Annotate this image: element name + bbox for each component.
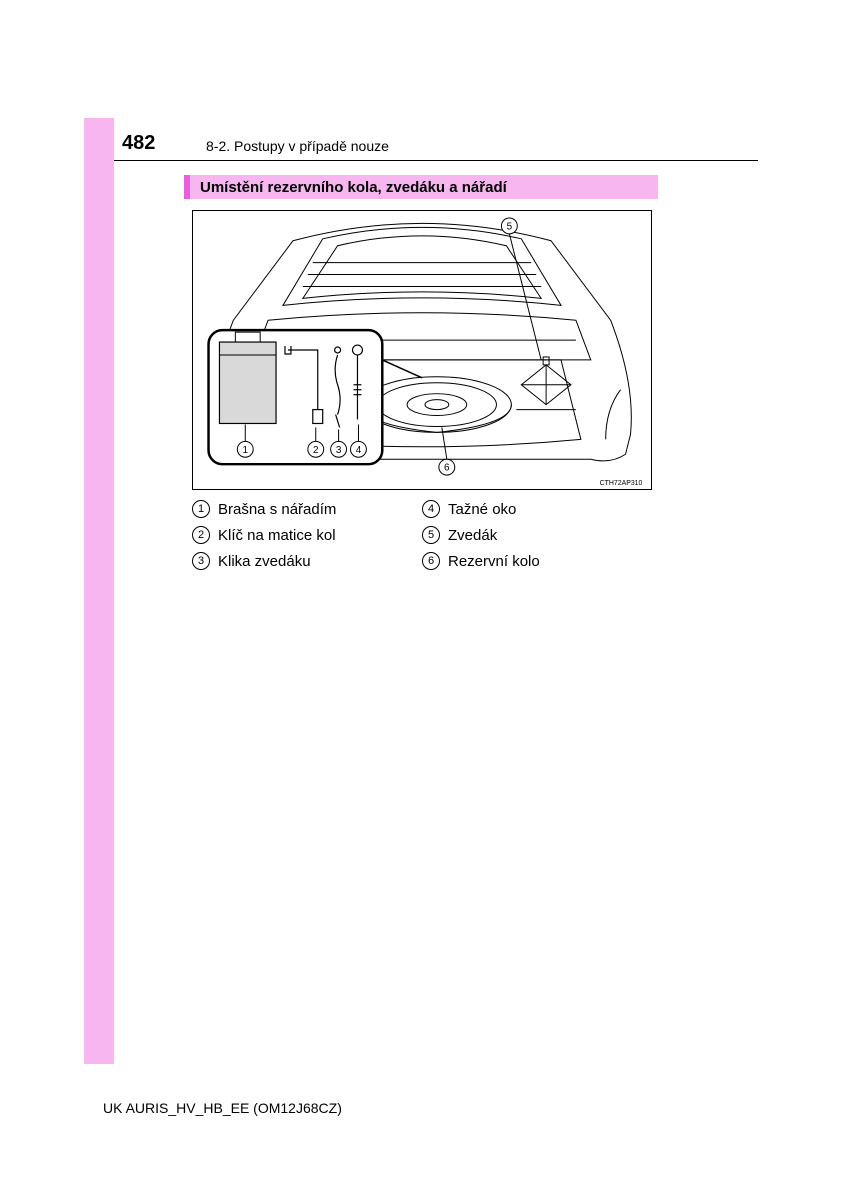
legend-num-icon: 1 xyxy=(192,500,210,518)
legend-label: Rezervní kolo xyxy=(448,553,540,570)
sidebar-accent-bar xyxy=(84,118,114,1064)
legend-item: 1 Brašna s nářadím xyxy=(192,500,422,518)
svg-text:1: 1 xyxy=(243,445,249,456)
diagram-svg: 1 2 3 4 5 6 CTH72AP310 xyxy=(193,211,651,489)
svg-text:2: 2 xyxy=(313,445,319,456)
svg-text:6: 6 xyxy=(444,463,450,474)
legend-num-icon: 3 xyxy=(192,552,210,570)
svg-text:4: 4 xyxy=(356,445,362,456)
diagram-frame: 1 2 3 4 5 6 CTH72AP310 xyxy=(192,210,652,490)
footer-code: UK AURIS_HV_HB_EE (OM12J68CZ) xyxy=(103,1100,342,1116)
page-number: 482 xyxy=(122,132,155,155)
legend-item: 2 Klíč na matice kol xyxy=(192,526,422,544)
legend-item: 5 Zvedák xyxy=(422,526,652,544)
legend-item: 6 Rezervní kolo xyxy=(422,552,652,570)
legend-num-icon: 2 xyxy=(192,526,210,544)
svg-text:5: 5 xyxy=(507,221,513,232)
legend-label: Zvedák xyxy=(448,527,497,544)
section-title: 8-2. Postupy v případě nouze xyxy=(206,138,389,154)
legend: 1 Brašna s nářadím 4 Tažné oko 2 Klíč na… xyxy=(192,500,652,578)
legend-num-icon: 5 xyxy=(422,526,440,544)
header-rule xyxy=(114,160,758,161)
legend-num-icon: 6 xyxy=(422,552,440,570)
subsection-header: Umístění rezervního kola, zvedáku a nářa… xyxy=(184,175,658,199)
svg-text:3: 3 xyxy=(336,445,342,456)
legend-item: 3 Klika zvedáku xyxy=(192,552,422,570)
legend-item: 4 Tažné oko xyxy=(422,500,652,518)
diagram-code: CTH72AP310 xyxy=(600,480,643,487)
legend-label: Klíč na matice kol xyxy=(218,527,336,544)
legend-label: Klika zvedáku xyxy=(218,553,311,570)
legend-label: Brašna s nářadím xyxy=(218,501,336,518)
legend-num-icon: 4 xyxy=(422,500,440,518)
legend-label: Tažné oko xyxy=(448,501,516,518)
